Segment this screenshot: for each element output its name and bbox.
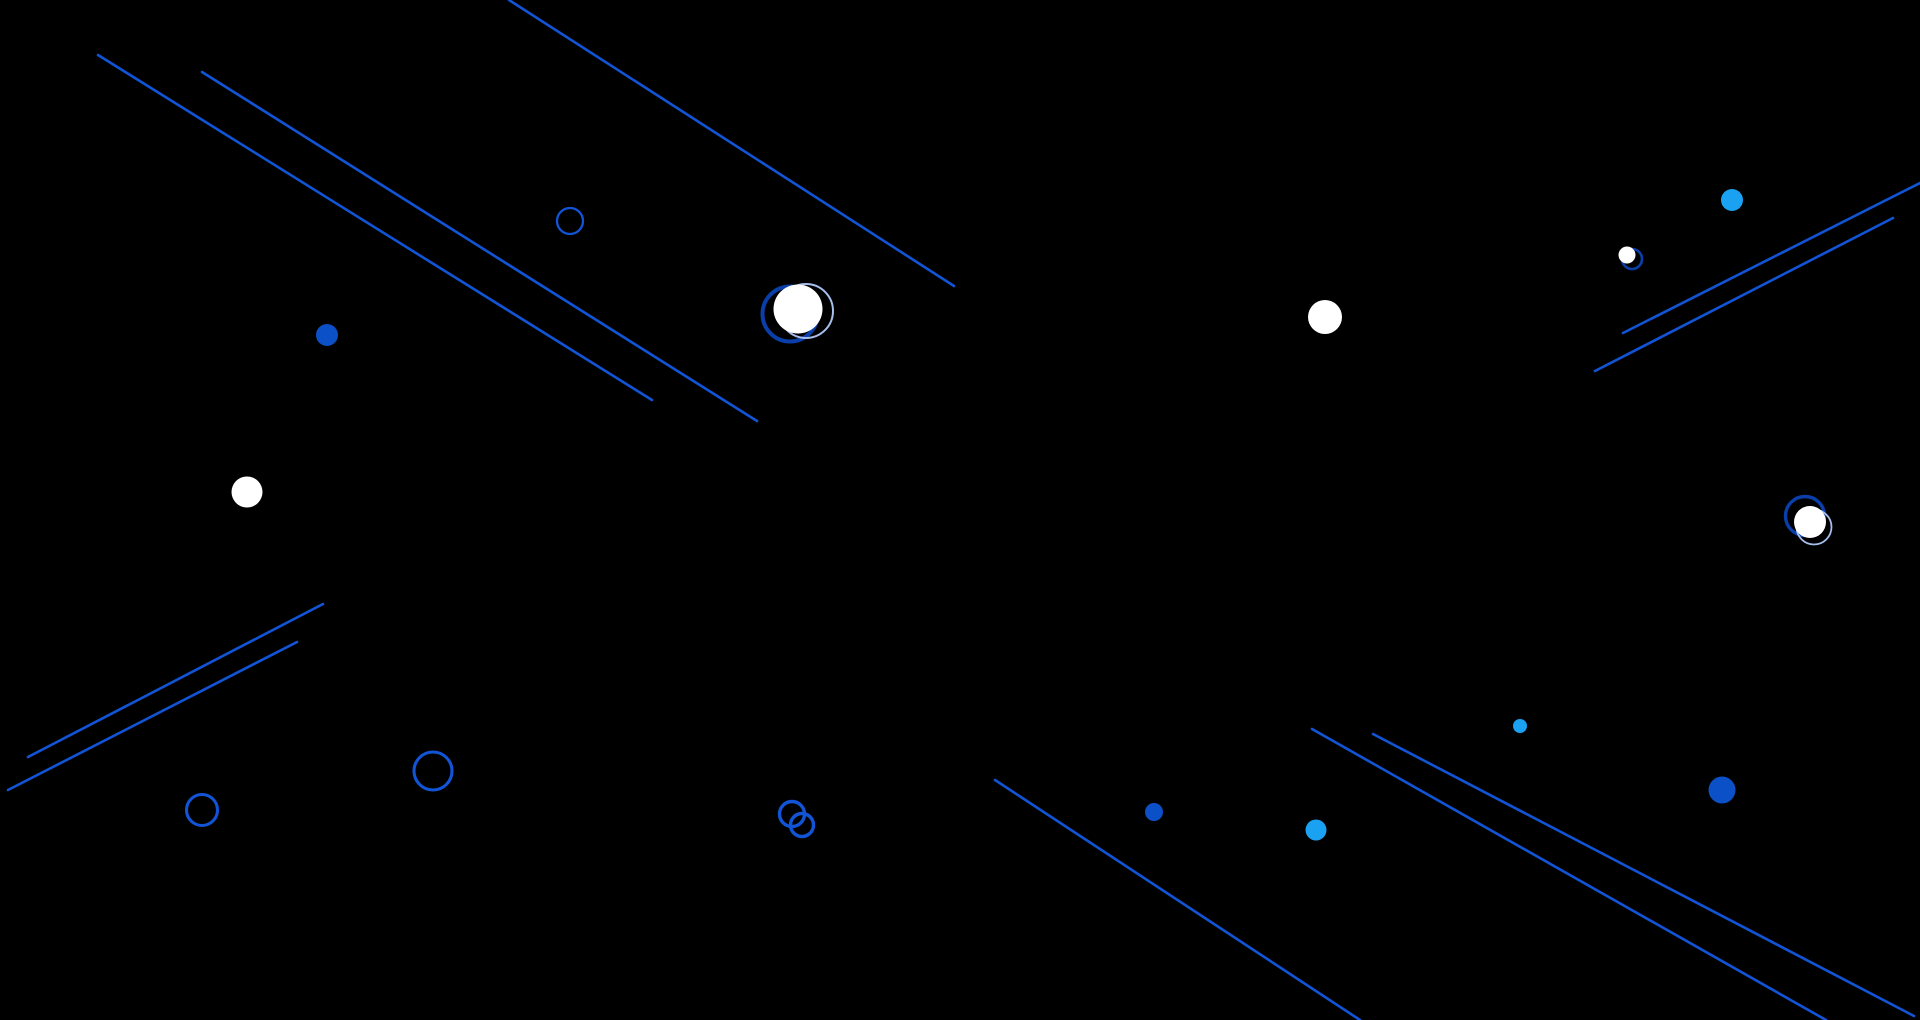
line-bottom-left-upper <box>26 602 325 759</box>
dot-white-upper-right <box>1308 300 1342 334</box>
dot-white-center <box>773 284 823 334</box>
line-right-top-lower <box>1593 216 1895 373</box>
line-right-top-upper <box>1621 181 1920 335</box>
dot-white-right <box>1794 506 1826 538</box>
dot-azure-bottom-left <box>1305 819 1327 841</box>
line-bottom-right-right <box>1371 732 1916 1018</box>
line-top-left-lower <box>96 53 654 402</box>
ring-venn-right <box>788 811 816 839</box>
line-top-left-upper <box>200 70 759 423</box>
dot-royal-left <box>316 324 338 346</box>
dot-azure-top-right <box>1721 189 1743 211</box>
line-bottom-left-lower <box>6 640 299 792</box>
ring-bottom-left-small <box>184 792 220 828</box>
dot-white-small-right <box>1618 246 1636 264</box>
line-bottom-right-left <box>1310 727 1828 1020</box>
dot-white-left <box>231 476 263 508</box>
dot-royal-bottom-small <box>1145 803 1163 821</box>
line-top-middle <box>507 0 956 288</box>
line-bottom-middle <box>993 778 1362 1020</box>
dot-azure-bottom-small <box>1513 719 1527 733</box>
ring-top-left <box>555 206 585 236</box>
ring-bottom-left-large <box>412 750 454 792</box>
dot-royal-bottom-large <box>1708 776 1736 804</box>
